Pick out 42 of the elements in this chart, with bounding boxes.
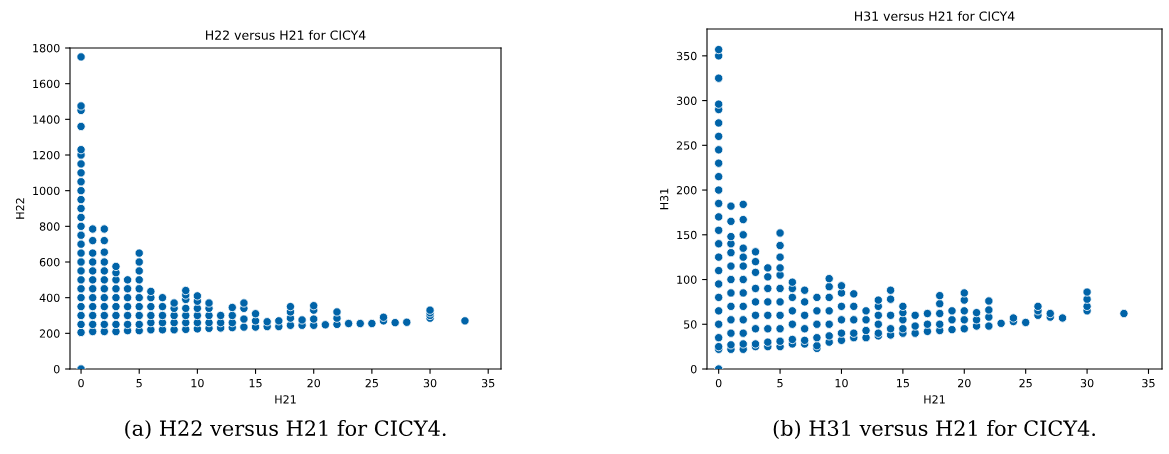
x-tick-label: 15 bbox=[249, 379, 262, 388]
x-tick-label: 5 bbox=[777, 379, 783, 388]
x-tick-label: 30 bbox=[423, 378, 437, 388]
x-tick-label: 25 bbox=[365, 378, 378, 388]
y-tick-label: 350 bbox=[676, 51, 697, 61]
chart-title: H22 versus H21 for CICY4 bbox=[206, 30, 366, 40]
x-tick-label: 25 bbox=[1019, 378, 1032, 388]
y-tick-label: 200 bbox=[39, 329, 60, 338]
y-tick-label: 1600 bbox=[33, 79, 60, 89]
y-tick-label: 1800 bbox=[33, 43, 60, 53]
x-tick-label: 35 bbox=[481, 378, 495, 388]
x-tick-label: 15 bbox=[897, 379, 909, 388]
y-tick-label: 1200 bbox=[33, 150, 60, 160]
x-tick-label: 5 bbox=[136, 379, 142, 388]
y-tick-label: 0 bbox=[690, 364, 697, 374]
x-tick-label: 20 bbox=[958, 378, 971, 388]
y-tick-label: 100 bbox=[677, 275, 697, 284]
x-tick-label: 30 bbox=[1080, 378, 1094, 388]
y-tick-label: 1400 bbox=[33, 115, 60, 124]
text: (a) H22 versus H21 for CICY4. bbox=[125, 419, 446, 439]
y-tick-label: 800 bbox=[39, 222, 60, 231]
x-axis-title: H21 bbox=[275, 395, 296, 404]
x-tick-label: 20 bbox=[307, 378, 321, 388]
y-tick-label: 300 bbox=[676, 96, 697, 105]
y-tick-label: 250 bbox=[676, 141, 697, 150]
y-tick-label: 200 bbox=[676, 186, 697, 195]
chart-title: H31 versus H21 for CICY4 bbox=[855, 11, 1015, 21]
y-tick-label: 0 bbox=[53, 364, 60, 374]
x-tick-label: 10 bbox=[835, 378, 848, 388]
y-tick-label: 400 bbox=[39, 293, 60, 303]
y-axis-title: H31 bbox=[659, 188, 669, 210]
text: (b) H31 versus H21 for CICY4. bbox=[773, 419, 1095, 439]
x-axis-title: H21 bbox=[924, 395, 945, 404]
x-tick-label: 0 bbox=[78, 378, 84, 388]
y-tick-label: 150 bbox=[677, 230, 697, 240]
y-axis-title: H22 bbox=[15, 198, 25, 219]
y-tick-label: 50 bbox=[684, 320, 697, 329]
y-tick-label: 1000 bbox=[33, 186, 60, 196]
x-tick-label: 10 bbox=[191, 378, 204, 388]
y-tick-label: 600 bbox=[39, 257, 60, 267]
x-tick-label: 0 bbox=[715, 378, 722, 388]
x-tick-label: 35 bbox=[1142, 378, 1155, 388]
